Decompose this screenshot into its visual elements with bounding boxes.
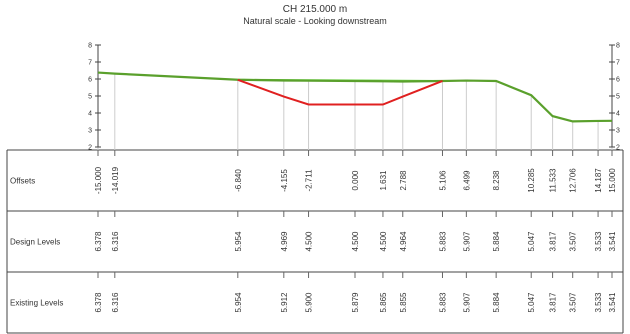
chart-title: CH 215.000 m (282, 4, 348, 15)
axis-tick-label: 3 (616, 128, 620, 135)
chart-subtitle: Natural scale - Looking downstream (243, 16, 387, 26)
offset-guide-lines (97, 72, 613, 278)
design-level-value: 4.964 (399, 231, 408, 252)
axis-tick-label: 8 (616, 43, 620, 50)
offset-value: 14.187 (594, 168, 603, 193)
design-level-value: 5.883 (438, 231, 447, 252)
existing-level-value: 3.533 (594, 292, 603, 313)
existing-level-value: 5.954 (234, 292, 243, 313)
data-table-grid (6, 149, 624, 334)
design-level-value: 5.954 (234, 231, 243, 252)
row-label: Design Levels (10, 238, 60, 247)
offset-value: 5.106 (438, 170, 447, 191)
row-labels: Offsets Design Levels Existing Levels (10, 177, 63, 308)
design-level-value: 3.541 (608, 231, 617, 252)
design-level-value: 3.507 (569, 231, 578, 252)
section-lines (97, 71, 613, 123)
offset-value: -2.711 (305, 169, 314, 192)
design-level-value: 3.533 (594, 231, 603, 252)
design-level-value: 3.817 (549, 231, 558, 252)
offset-value: 8.238 (492, 170, 501, 191)
design-level-value: 5.907 (462, 231, 471, 252)
axis-tick-label: 4 (616, 111, 620, 118)
offset-value: 1.631 (379, 170, 388, 191)
existing-level-value: 5.865 (379, 292, 388, 313)
axis-tick-label: 6 (88, 77, 92, 84)
offset-value: -15.000 (94, 166, 103, 194)
existing-level-value: 5.900 (305, 292, 314, 313)
offset-value: 11.533 (549, 168, 558, 192)
existing-level-value: 3.817 (549, 292, 558, 313)
offset-value: 12.706 (569, 168, 578, 193)
axis-tick-label: 5 (88, 94, 92, 101)
design-level-value: 4.500 (305, 231, 314, 252)
existing-level-value: 3.541 (608, 292, 617, 313)
axis-tick-label: 7 (616, 60, 620, 67)
offset-value: -14.019 (111, 166, 120, 194)
design-level-value: 6.378 (94, 231, 103, 252)
axis-tick-label: 5 (616, 94, 620, 101)
axis-tick-label: 7 (88, 60, 92, 67)
row-label: Offsets (10, 177, 35, 186)
axis-tick-label: 3 (88, 128, 92, 135)
table-values: -15.000 -14.019 -6.840 -4.155 -2.711 0.000 1.6… (94, 166, 617, 312)
design-level-value: 5.884 (492, 231, 501, 252)
design-level-value: 4.500 (351, 231, 360, 252)
row-label: Existing Levels (10, 299, 63, 308)
design-level-value: 4.500 (379, 231, 388, 252)
axis-tick-label: 2 (88, 145, 92, 152)
existing-level-value: 5.855 (399, 292, 408, 313)
offset-value: 6.499 (462, 170, 471, 191)
existing-level-value: 5.912 (280, 292, 289, 313)
design-level-value: 6.316 (111, 231, 120, 252)
existing-level-value: 5.884 (492, 292, 501, 313)
axis-tick-label: 8 (88, 43, 92, 50)
existing-level-value: 6.378 (94, 292, 103, 313)
axis-tick-label: 2 (616, 145, 620, 152)
existing-level-value: 5.879 (351, 292, 360, 313)
existing-level-value: 5.047 (527, 292, 536, 313)
existing-level-value: 5.907 (462, 292, 471, 313)
level-axes: 8 7 6 5 4 3 2 8 7 6 5 4 3 2 (88, 43, 620, 152)
existing-level-value: 3.507 (569, 292, 578, 313)
offset-value: 0.000 (351, 170, 360, 191)
design-level-value: 4.969 (280, 231, 289, 252)
existing-level-value: 6.316 (111, 292, 120, 313)
offset-value: 2.788 (399, 170, 408, 191)
offset-value: -6.840 (234, 169, 243, 192)
design-cut-line (237, 78, 443, 106)
offset-value: -4.155 (280, 169, 289, 192)
axis-tick-label: 4 (88, 111, 92, 118)
offset-value: 15.000 (608, 168, 617, 193)
axis-tick-label: 6 (616, 77, 620, 84)
design-level-value: 5.047 (527, 231, 536, 252)
offset-value: 10.285 (527, 168, 536, 193)
existing-level-value: 5.883 (438, 292, 447, 313)
existing-ground-line (97, 71, 613, 123)
